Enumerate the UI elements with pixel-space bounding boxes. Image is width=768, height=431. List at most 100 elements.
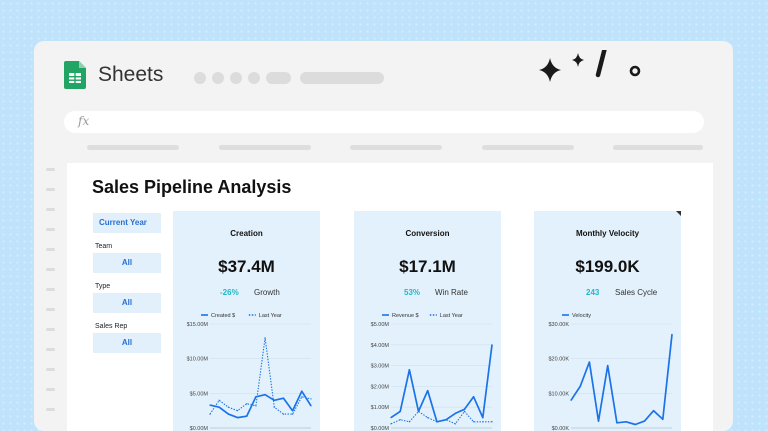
data-point (616, 422, 618, 424)
data-point (408, 421, 410, 423)
toolbar-placeholder-dot (230, 72, 242, 84)
toolbar-placeholder-pill (266, 72, 291, 84)
legend-label: Last Year (259, 313, 282, 319)
card-creation: Creation $37.4M -26% Growth Created $ Las… (173, 211, 320, 431)
row-header (46, 288, 55, 291)
row-header (46, 308, 55, 311)
data-point (491, 344, 493, 346)
card-title: Monthly Velocity (575, 229, 640, 238)
data-point (588, 361, 590, 363)
data-point (273, 406, 275, 408)
sparkle-large-icon (539, 58, 561, 82)
data-point (399, 419, 401, 421)
row-header (46, 348, 55, 351)
creation-chart: Created $ Last Year $0.00M $5.00M $10.00M $15… (187, 313, 312, 431)
data-point (463, 408, 466, 410)
y-tick-label: $0.00M (190, 426, 209, 431)
filter-sales-rep[interactable]: All (93, 333, 161, 353)
resize-corner-icon (676, 211, 681, 216)
data-point (310, 398, 312, 400)
legend-label: Revenue $ (392, 313, 419, 319)
app-window: Sheets fx Sales Pipeline Analysis Curren… (34, 41, 733, 431)
data-point (634, 423, 636, 426)
column-header (482, 145, 574, 150)
column-header (87, 145, 179, 150)
card-value: $37.4M (218, 257, 275, 276)
delta-label: Growth (254, 288, 280, 297)
row-header (46, 408, 55, 411)
data-point (390, 423, 392, 425)
row-header (46, 368, 55, 371)
velocity-chart: Velocity$0.00K$10.00K$20.00K$30.00KJan-2… (549, 313, 673, 431)
delta-label: Sales Cycle (615, 288, 658, 297)
data-point (473, 396, 475, 398)
sheet-canvas[interactable]: Sales Pipeline Analysis Current Year Tea… (67, 163, 713, 431)
data-point (255, 396, 257, 398)
data-point (427, 389, 429, 392)
y-tick-label: $3.00M (371, 364, 390, 370)
circle-icon (629, 65, 641, 77)
fx-icon: fx (78, 114, 90, 128)
filter-team[interactable]: All (93, 253, 161, 273)
y-tick-label: $10.00K (549, 391, 570, 397)
series-line (390, 344, 493, 423)
series-line (209, 390, 312, 419)
card-title: Conversion (405, 229, 450, 238)
data-point (301, 396, 303, 398)
page-title: Sales Pipeline Analysis (92, 177, 292, 197)
data-point (579, 385, 581, 387)
data-point (662, 418, 664, 420)
column-header (350, 145, 442, 150)
legend-label: Last Year (440, 313, 463, 319)
data-point (643, 420, 646, 422)
data-point (264, 337, 266, 339)
data-point (653, 410, 655, 412)
row-header (46, 228, 55, 231)
data-point (482, 421, 484, 423)
toolbar-placeholder-dot (194, 72, 206, 84)
data-point (417, 410, 420, 412)
data-point (310, 405, 312, 407)
y-tick-label: $20.00K (549, 357, 570, 363)
row-header (46, 188, 55, 191)
formula-bar[interactable]: fx (64, 111, 704, 133)
sheets-logo-icon (64, 61, 86, 89)
filter-year[interactable]: Current Year (93, 213, 161, 233)
y-tick-label: $2.00M (371, 384, 390, 390)
data-point (463, 410, 466, 412)
data-point (625, 421, 627, 423)
data-point (218, 406, 220, 408)
data-point (227, 413, 229, 415)
toolbar-placeholder-pill (300, 72, 384, 84)
data-point (607, 365, 609, 367)
card-value: $199.0K (575, 257, 640, 276)
legend-label: Velocity (572, 313, 591, 319)
data-point (246, 415, 248, 417)
data-point (209, 404, 211, 406)
series-line (570, 334, 673, 426)
data-point (570, 399, 572, 401)
row-header (46, 268, 55, 271)
ai-sparkle-decoration (539, 50, 641, 82)
row-header (46, 388, 55, 391)
toolbar: Sheets (34, 41, 733, 109)
series-line (209, 337, 312, 415)
data-point (218, 399, 220, 401)
filter-label-type: Type (95, 283, 111, 290)
y-tick-label: $1.00M (371, 405, 390, 411)
data-point (597, 420, 600, 422)
filter-type[interactable]: All (93, 293, 161, 313)
data-point (301, 390, 303, 392)
y-tick-label: $15.00M (187, 322, 209, 328)
data-point (473, 421, 475, 423)
data-point (273, 399, 275, 401)
row-header (46, 328, 55, 331)
y-tick-label: $5.00M (371, 322, 390, 328)
y-tick-label: $0.00M (371, 426, 390, 431)
app-title: Sheets (98, 63, 164, 86)
filter-label-sales-rep: Sales Rep (95, 323, 128, 330)
data-point (246, 403, 248, 405)
delta-value: 53% (404, 288, 421, 297)
data-point (454, 423, 456, 425)
y-tick-label: $4.00M (371, 343, 390, 349)
